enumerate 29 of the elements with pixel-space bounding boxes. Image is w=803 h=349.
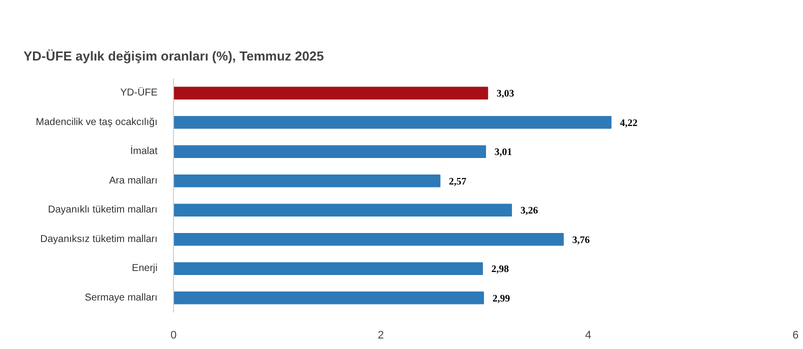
- x-tick-label: 4: [585, 330, 592, 342]
- data-label: 4,22: [620, 118, 638, 129]
- data-label: 3,76: [572, 234, 590, 246]
- y-tick-label: Enerji: [132, 263, 158, 274]
- bar: [174, 145, 486, 158]
- bar: [174, 174, 440, 188]
- data-label: 2,57: [448, 176, 466, 188]
- x-tick-label: 2: [378, 330, 384, 342]
- bar: [174, 233, 564, 246]
- bar: [174, 204, 512, 216]
- bar: [174, 292, 484, 304]
- data-label: 3,03: [496, 88, 514, 100]
- x-tick-label: 6: [792, 330, 799, 342]
- y-tick-label: Dayanıklı tüketim malları: [48, 204, 158, 216]
- data-label: 2,99: [492, 293, 510, 304]
- y-tick-label: Dayanıksız tüketim malları: [40, 234, 158, 245]
- bar: [174, 86, 488, 100]
- y-tick-label: YD-ÜFE: [120, 86, 158, 99]
- y-tick-label: İmalat: [130, 145, 158, 158]
- data-label: 3,01: [494, 147, 512, 158]
- x-tick-label: 0: [170, 330, 177, 342]
- data-label: 3,26: [520, 206, 538, 217]
- y-tick-label: Madencilik ve taş ocakcılığı: [36, 116, 158, 128]
- y-tick-label: Ara malları: [109, 175, 158, 186]
- bar: [174, 262, 483, 275]
- data-label: 2,98: [491, 264, 509, 276]
- chart-title: YD-ÜFE aylık değişim oranları (%), Temmuz 2025: [24, 48, 324, 64]
- y-tick-label: Sermaye malları: [84, 292, 158, 304]
- bar: [174, 116, 612, 129]
